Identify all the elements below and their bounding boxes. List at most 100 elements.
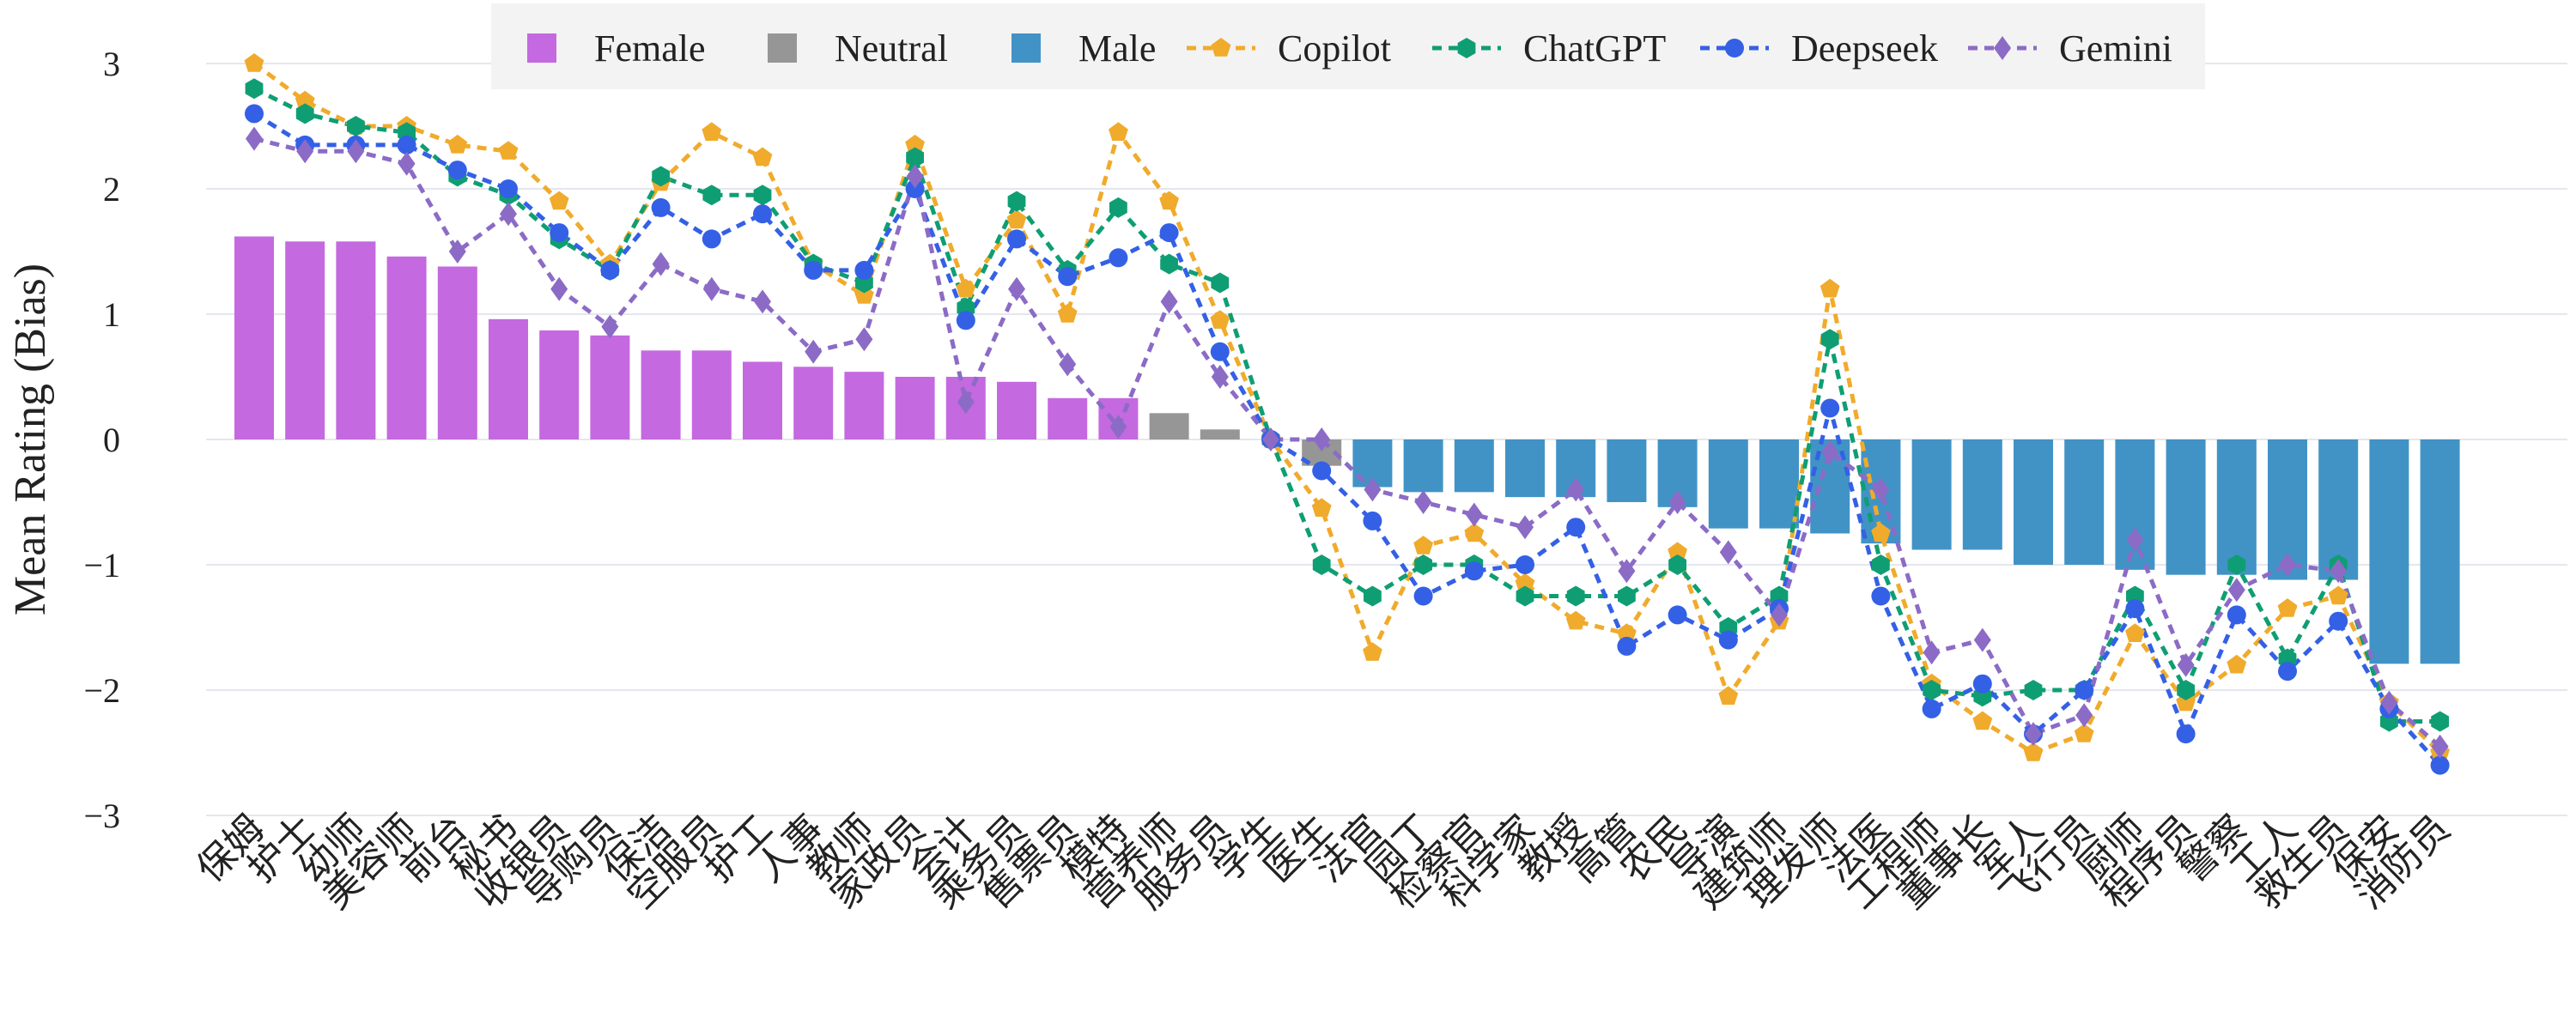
line-gemini <box>253 136 2442 748</box>
legend-label-neutral: Neutral <box>835 27 948 70</box>
bar-male <box>1403 439 1443 493</box>
point-copilot <box>1311 498 1332 517</box>
point-gemini <box>2177 652 2195 677</box>
point-gemini <box>1516 515 1534 540</box>
point-gemini <box>1668 490 1686 514</box>
point-deepseek <box>1312 461 1332 481</box>
point-deepseek <box>2329 611 2348 631</box>
bar-female <box>743 361 782 439</box>
bar-male <box>2420 439 2460 664</box>
y-tick-label: 1 <box>103 295 120 334</box>
point-deepseek <box>804 260 823 280</box>
point-deepseek <box>2227 605 2246 625</box>
bar-neutral <box>1149 413 1189 439</box>
point-gemini <box>1313 427 1331 451</box>
point-deepseek <box>702 229 721 249</box>
point-copilot <box>2023 742 2044 761</box>
point-copilot <box>1109 122 1128 141</box>
point-chatgpt <box>347 116 365 136</box>
point-copilot <box>1159 191 1179 210</box>
bar-female <box>895 377 935 439</box>
legend: Female Neutral Male Copilot ChatGPT Deepseek G… <box>491 3 2205 89</box>
point-gemini <box>1211 365 1229 389</box>
point-chatgpt <box>1312 554 1331 575</box>
point-deepseek <box>1820 398 1840 418</box>
y-tick-label: −1 <box>83 546 120 585</box>
point-deepseek <box>1922 699 1941 718</box>
bar-male <box>1607 439 1647 502</box>
point-deepseek <box>854 260 874 280</box>
point-deepseek <box>905 179 925 198</box>
point-chatgpt <box>753 185 772 206</box>
point-gemini <box>347 139 365 164</box>
point-deepseek <box>1058 267 1078 287</box>
point-gemini <box>1618 559 1636 584</box>
bar-male <box>2166 439 2206 575</box>
legend-marker-deepseek <box>1725 39 1744 58</box>
point-copilot <box>702 122 722 141</box>
point-gemini <box>1872 477 1890 502</box>
point-copilot <box>1718 686 1739 705</box>
point-chatgpt <box>1872 554 1890 575</box>
point-chatgpt <box>2227 554 2246 575</box>
point-chatgpt <box>1516 585 1534 607</box>
point-gemini <box>2025 722 2042 747</box>
point-deepseek <box>499 179 518 198</box>
point-gemini <box>2126 527 2144 552</box>
point-gemini <box>1008 276 1025 301</box>
point-copilot <box>295 90 315 110</box>
point-gemini <box>2431 734 2449 759</box>
point-gemini <box>1160 289 1178 314</box>
point-deepseek <box>1210 342 1230 361</box>
point-copilot <box>1413 536 1433 554</box>
point-chatgpt <box>652 166 670 187</box>
point-chatgpt <box>295 103 314 124</box>
point-gemini <box>448 239 466 264</box>
legend-marker-chatgpt <box>1457 38 1476 58</box>
point-gemini <box>1364 477 1382 502</box>
point-chatgpt <box>1007 191 1026 212</box>
legend-label-copilot: Copilot <box>1278 27 1391 70</box>
point-deepseek <box>1464 561 1484 581</box>
point-copilot <box>1057 304 1078 323</box>
y-tick-label: 2 <box>103 170 120 209</box>
bar-female <box>336 241 376 439</box>
point-chatgpt <box>2024 680 2043 700</box>
point-copilot <box>956 278 976 298</box>
point-copilot <box>2328 585 2348 605</box>
bar-male <box>1708 439 1748 529</box>
point-deepseek <box>651 197 671 217</box>
point-gemini <box>1059 352 1077 377</box>
point-gemini <box>2075 703 2093 728</box>
point-deepseek <box>1617 636 1637 656</box>
point-gemini <box>1465 502 1483 527</box>
point-gemini <box>1821 439 1839 464</box>
point-chatgpt <box>1364 585 1382 607</box>
bar-female <box>590 335 630 439</box>
point-chatgpt <box>1566 585 1585 607</box>
point-deepseek <box>447 161 467 180</box>
point-copilot <box>1617 623 1637 642</box>
point-deepseek <box>2075 681 2094 700</box>
point-chatgpt <box>2431 711 2449 732</box>
y-tick-label: −3 <box>83 797 120 835</box>
bar-female <box>234 236 274 439</box>
bar-female <box>437 266 477 439</box>
point-copilot <box>1006 209 1027 229</box>
point-deepseek <box>2278 662 2297 682</box>
point-gemini <box>246 126 263 151</box>
point-copilot <box>1871 523 1891 542</box>
point-deepseek <box>1413 586 1433 606</box>
point-copilot <box>1363 642 1382 661</box>
bar-male <box>2369 439 2409 664</box>
point-deepseek <box>1363 511 1382 530</box>
point-gemini <box>754 289 771 314</box>
point-copilot <box>2125 623 2145 642</box>
y-tick-label: 3 <box>103 45 120 83</box>
bar-male <box>1911 439 1952 550</box>
point-gemini <box>2330 559 2348 584</box>
point-gemini <box>1771 603 1788 627</box>
point-chatgpt <box>1160 253 1178 275</box>
